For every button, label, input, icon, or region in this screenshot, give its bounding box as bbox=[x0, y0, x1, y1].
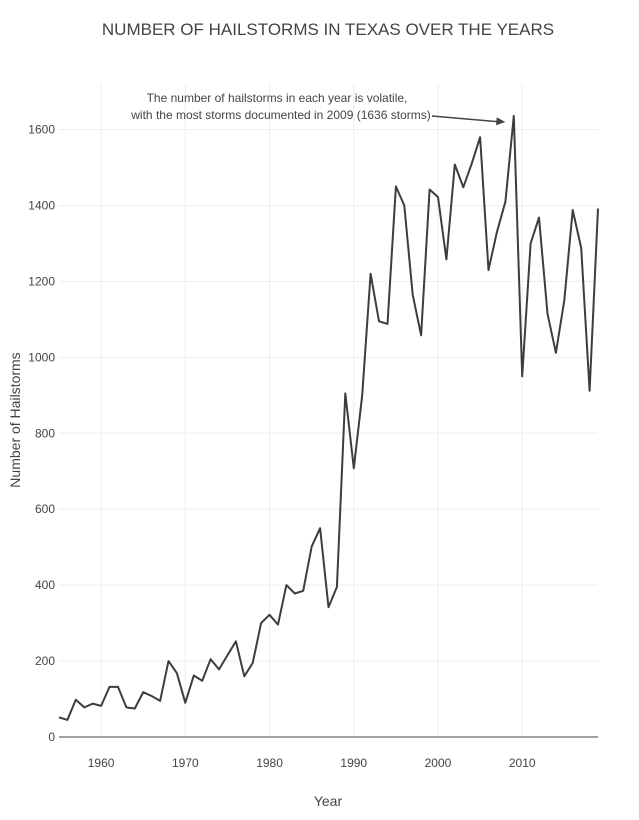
x-tick-label: 1970 bbox=[172, 756, 199, 770]
y-tick-label: 600 bbox=[35, 502, 55, 516]
grid-layer bbox=[59, 84, 598, 738]
x-tick-label: 2000 bbox=[425, 756, 452, 770]
tick-layer: 1960 1970 1980 1990 2000 2010 0 200 400 600 800 100… bbox=[28, 123, 536, 770]
y-tick-label: 1200 bbox=[28, 274, 55, 288]
y-tick-label: 1000 bbox=[28, 350, 55, 364]
x-tick-label: 1990 bbox=[340, 756, 367, 770]
y-tick-label: 1600 bbox=[28, 123, 55, 137]
y-tick-label: 200 bbox=[35, 654, 55, 668]
annotation-arrow-head bbox=[496, 117, 506, 126]
x-axis-title: Year bbox=[314, 793, 343, 809]
annotation-line-2: with the most storms documented in 2009 … bbox=[130, 108, 430, 122]
chart-title: NUMBER OF HAILSTORMS IN TEXAS OVER THE Y… bbox=[102, 20, 554, 39]
y-tick-label: 1400 bbox=[28, 198, 55, 212]
series-line bbox=[58, 114, 599, 721]
x-tick-label: 1980 bbox=[256, 756, 283, 770]
y-tick-label: 0 bbox=[48, 730, 55, 744]
y-axis-title: Number of Hailstorms bbox=[7, 352, 23, 487]
series-layer bbox=[58, 114, 599, 721]
annotation-line-1: The number of hailstorms in each year is… bbox=[147, 91, 408, 105]
annotation-layer: The number of hailstorms in each year is… bbox=[130, 91, 506, 126]
y-tick-label: 800 bbox=[35, 426, 55, 440]
x-tick-label: 2010 bbox=[509, 756, 536, 770]
y-tick-label: 400 bbox=[35, 578, 55, 592]
annotation-arrow-line bbox=[431, 115, 502, 123]
x-tick-label: 1960 bbox=[88, 756, 115, 770]
